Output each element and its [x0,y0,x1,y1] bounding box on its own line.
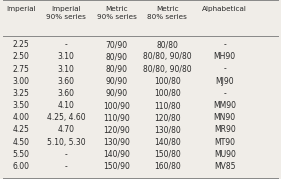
Text: 70/90: 70/90 [106,40,128,49]
Text: Imperial: Imperial [6,6,36,12]
Text: 3.50: 3.50 [13,101,30,110]
Text: -: - [65,162,67,171]
Text: 110/80: 110/80 [154,101,180,110]
Text: 4.25: 4.25 [13,125,30,134]
Text: -: - [223,89,226,98]
Text: 4.25, 4.60: 4.25, 4.60 [47,113,85,122]
Text: 4.50: 4.50 [13,138,30,147]
Text: 5.50: 5.50 [13,150,30,159]
Text: 100/80: 100/80 [154,89,181,98]
Text: -: - [223,40,226,49]
Text: -: - [65,40,67,49]
Text: 4.70: 4.70 [58,125,74,134]
Text: Imperial
90% series: Imperial 90% series [46,6,86,20]
Text: 120/80: 120/80 [154,113,180,122]
Text: 140/90: 140/90 [103,150,130,159]
Text: 130/80: 130/80 [154,125,181,134]
Text: Alphabetical: Alphabetical [202,6,247,12]
Text: MH90: MH90 [214,52,236,61]
Text: 4.10: 4.10 [58,101,74,110]
Text: 100/90: 100/90 [103,101,130,110]
Text: 6.00: 6.00 [13,162,30,171]
Text: 140/80: 140/80 [154,138,181,147]
Text: 80/80, 90/80: 80/80, 90/80 [143,65,192,74]
Text: 130/90: 130/90 [103,138,130,147]
Text: 3.60: 3.60 [58,77,74,86]
Text: 3.25: 3.25 [13,89,30,98]
Text: Metric
90% series: Metric 90% series [97,6,137,20]
Text: 5.10, 5.30: 5.10, 5.30 [47,138,85,147]
Text: 80/90: 80/90 [106,65,128,74]
Text: MM90: MM90 [213,101,236,110]
Text: 3.00: 3.00 [13,77,30,86]
Text: 4.00: 4.00 [13,113,30,122]
Text: 120/90: 120/90 [103,125,130,134]
Text: 2.50: 2.50 [13,52,30,61]
Text: 3.60: 3.60 [58,89,74,98]
Text: 100/80: 100/80 [154,77,181,86]
Text: 90/90: 90/90 [106,89,128,98]
Text: MJ90: MJ90 [216,77,234,86]
Text: 80/80: 80/80 [156,40,178,49]
Text: MR90: MR90 [214,125,236,134]
Text: 160/80: 160/80 [154,162,181,171]
Text: -: - [65,150,67,159]
Text: 110/90: 110/90 [103,113,130,122]
Text: 80/90: 80/90 [106,52,128,61]
Text: MT90: MT90 [214,138,235,147]
Text: MV85: MV85 [214,162,235,171]
Text: 90/90: 90/90 [106,77,128,86]
Text: 150/90: 150/90 [103,162,130,171]
Text: 3.10: 3.10 [58,65,74,74]
Text: 2.75: 2.75 [13,65,30,74]
Text: 2.25: 2.25 [13,40,30,49]
Text: 3.10: 3.10 [58,52,74,61]
Text: MN90: MN90 [214,113,236,122]
Text: -: - [223,65,226,74]
Text: MU90: MU90 [214,150,236,159]
Text: 150/80: 150/80 [154,150,181,159]
Text: Metric
80% series: Metric 80% series [147,6,187,20]
Text: 80/80, 90/80: 80/80, 90/80 [143,52,192,61]
